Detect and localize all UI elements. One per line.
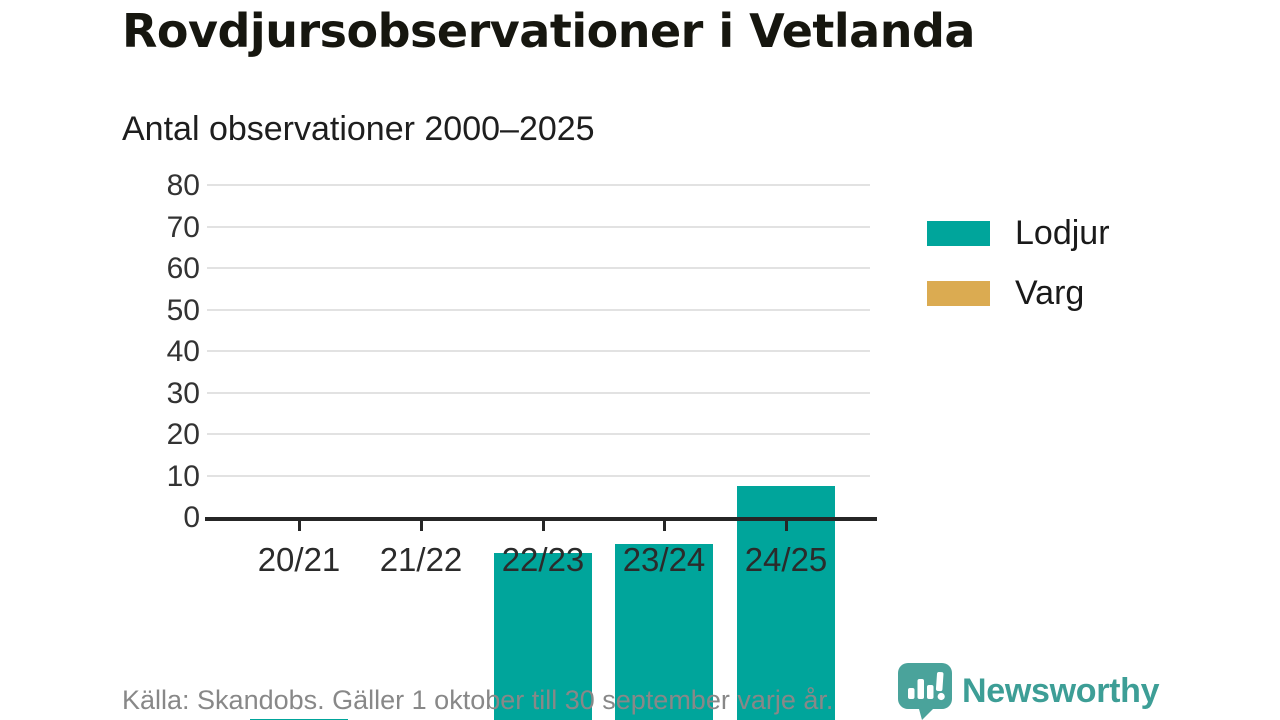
y-tick-label-60: 60 <box>166 252 200 285</box>
x-tick-24/25 <box>784 521 788 531</box>
x-axis-line <box>205 517 877 521</box>
gridline-80 <box>207 184 870 186</box>
bar-segment-lodjur-23/24 <box>615 544 713 720</box>
x-tick-20/21 <box>297 521 301 531</box>
chart-subtitle: Antal observationer 2000–2025 <box>122 110 595 148</box>
y-tick-label-10: 10 <box>166 459 200 493</box>
newsworthy-logo-icon <box>898 663 952 720</box>
y-tick-label-30: 30 <box>166 376 200 410</box>
gridline-10 <box>207 474 870 477</box>
newsworthy-logo-text: Newsworthy <box>962 672 1160 710</box>
x-tick-label-24/25: 24/25 <box>744 541 828 578</box>
y-tick-label-0: 0 <box>183 501 200 534</box>
gridline-40 <box>207 350 870 352</box>
chart-legend: Lodjur Varg <box>927 214 1110 313</box>
bar-24/25 <box>737 243 835 720</box>
bar-20/21 <box>250 359 348 720</box>
legend-swatch-lodjur <box>927 221 990 246</box>
x-tick-23/24 <box>662 521 666 531</box>
x-tick-label-20/21: 20/21 <box>257 541 341 578</box>
legend-label-lodjur: Lodjur <box>1015 214 1110 252</box>
gridline-70 <box>207 225 870 228</box>
legend-item-lodjur: Lodjur <box>927 214 1110 253</box>
y-tick-label-20: 20 <box>166 418 200 451</box>
x-tick-label-21/22: 21/22 <box>379 541 463 578</box>
x-tick-label-23/24: 23/24 <box>622 541 706 578</box>
x-tick-label-22/23: 22/23 <box>501 541 585 578</box>
gridline-60 <box>207 267 870 269</box>
y-tick-label-80: 80 <box>166 169 200 202</box>
legend-label-varg: Varg <box>1015 274 1085 312</box>
x-tick-21/22 <box>419 521 423 531</box>
bar-22/23 <box>494 276 592 720</box>
y-tick-label-40: 40 <box>166 335 200 368</box>
bar-21/22 <box>372 363 470 517</box>
newsworthy-logo: Newsworthy <box>898 663 1160 720</box>
x-tick-22/23 <box>541 521 545 531</box>
source-note: Källa: Skandobs. Gäller 1 oktober till 3… <box>122 685 834 715</box>
y-tick-label-50: 50 <box>166 293 200 327</box>
legend-item-varg: Varg <box>927 274 1110 313</box>
bar-23/24 <box>615 272 713 720</box>
gridline-20 <box>207 433 870 435</box>
legend-swatch-varg <box>927 281 990 306</box>
bar-segment-lodjur-20/21 <box>250 718 348 720</box>
gridline-50 <box>207 308 870 311</box>
y-tick-label-70: 70 <box>166 210 200 244</box>
bar-segment-lodjur-22/23 <box>494 552 592 720</box>
gridline-30 <box>207 391 870 394</box>
chart-title: Rovdjursobservationer i Vetlanda <box>122 4 975 58</box>
